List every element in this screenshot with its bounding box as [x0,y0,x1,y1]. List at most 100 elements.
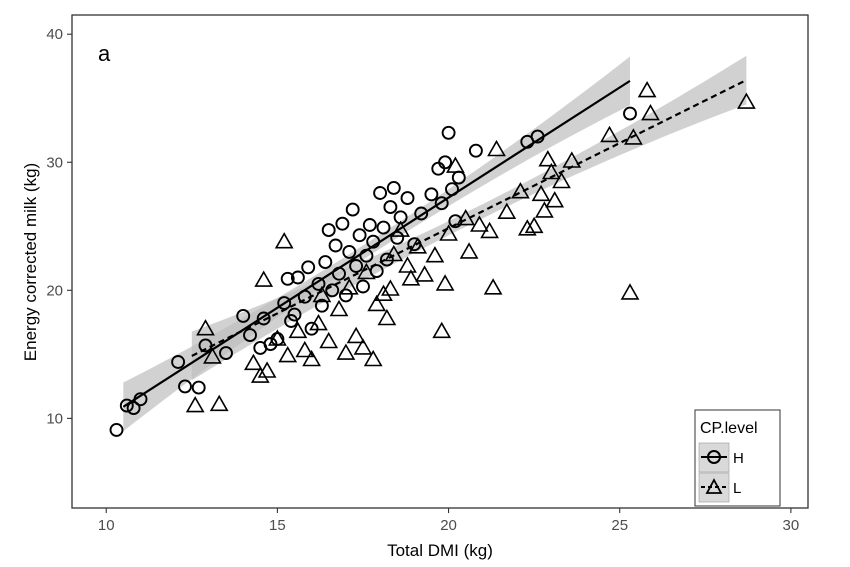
point-l [257,361,277,378]
x-tick-label: 30 [783,517,800,534]
point-l [425,246,445,263]
point-l [737,92,756,109]
point-l [319,331,339,349]
point-l [432,321,452,339]
point-l [538,150,558,167]
fit-lines [122,79,747,408]
point-h [373,186,388,200]
x-axis-title: Total DMI (kg) [387,541,493,560]
legend-title: CP.level [700,420,758,437]
y-axis: 10 20 30 40 [46,26,72,427]
point-l [336,343,356,360]
point-h [171,355,186,369]
point-l [288,321,308,339]
point-h [328,238,343,253]
y-tick-label: 30 [46,154,63,171]
point-h [438,155,453,170]
point-l [408,237,428,254]
point-l [302,349,321,367]
panel-border [71,14,809,509]
point-l [552,171,571,189]
point-l [415,265,434,282]
point-l [374,284,393,302]
point-h [314,298,329,313]
point-l [391,220,410,237]
point-h [352,228,367,243]
x-tick-label: 15 [269,517,286,534]
point-l [517,219,537,236]
point-h [376,220,391,235]
point-h [386,180,401,195]
point-h [126,401,141,416]
point-l [353,338,373,355]
y-axis-title: Energy corrected milk (kg) [21,163,40,361]
point-l [381,279,400,296]
point-h [287,307,302,322]
point-h [362,218,377,232]
point-l [295,340,315,358]
x-axis: 10 15 20 25 30 [98,508,799,534]
point-l [531,184,551,202]
point-l [346,326,366,344]
point-h [345,202,360,217]
point-l [545,191,565,208]
point-l [624,128,643,145]
point-l [244,353,263,371]
point-l [446,156,465,173]
point-l [483,278,503,295]
point-l [309,313,328,331]
point-h [414,206,429,221]
point-l [209,394,229,412]
data-points [109,80,756,437]
point-l [600,125,619,143]
point-h [338,288,353,303]
point-h [441,125,456,140]
point-l [377,308,397,326]
point-h [243,328,257,343]
point-l [203,347,222,364]
point-h [290,270,305,285]
point-l [329,299,349,317]
point-h [342,244,357,259]
point-l [535,201,554,218]
point-l [401,269,421,286]
point-h [236,308,251,323]
y-tick-label: 10 [46,410,63,427]
point-l [367,294,387,312]
point-h [383,200,398,215]
point-l [524,216,544,234]
point-h [304,321,319,336]
point-h [191,380,206,395]
point-l [254,270,274,287]
point-h [280,271,295,286]
y-tick-label: 40 [46,26,63,43]
point-l [278,345,298,363]
point-h [109,422,124,437]
panel-label: a [98,41,111,66]
point-h [178,379,192,394]
point-h [623,106,637,121]
point-h [325,283,340,298]
point-l [470,215,489,232]
point-l [541,162,561,180]
fit-line-h [122,79,631,408]
legend-key-l-triangle [705,478,723,494]
point-h [119,398,134,413]
point-h [335,216,350,231]
x-tick-label: 25 [611,517,628,534]
legend-label-l: L [733,480,741,497]
point-l [439,224,458,241]
point-l [480,221,499,239]
point-h [400,191,415,206]
point-l [250,366,270,383]
point-l [268,329,287,346]
legend: CP.level H L [694,409,781,507]
x-tick-label: 10 [98,517,115,534]
y-tick-label: 20 [46,282,63,299]
point-h [424,187,439,202]
point-l [637,80,657,98]
point-l [274,232,294,249]
point-l [363,349,383,367]
point-l [620,283,640,300]
